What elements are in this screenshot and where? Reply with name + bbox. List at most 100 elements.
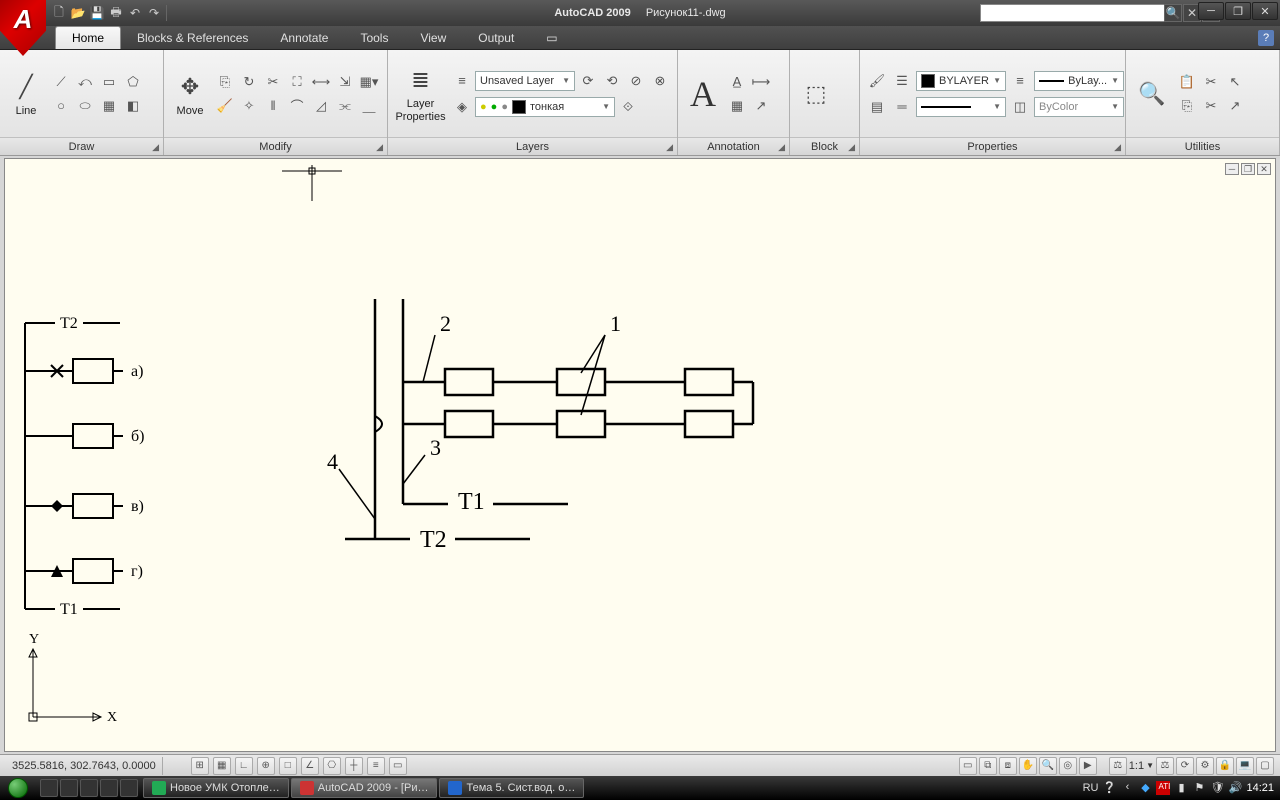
- linetype-combo[interactable]: ByLay...▼: [1034, 71, 1124, 91]
- search-go-icon[interactable]: 🔍: [1164, 4, 1182, 22]
- cut2-icon[interactable]: ✂: [1200, 95, 1222, 117]
- cut-icon[interactable]: ✂: [1200, 71, 1222, 93]
- tray-icon[interactable]: ◆: [1138, 781, 1152, 795]
- mirror-icon[interactable]: ⟷: [310, 71, 332, 93]
- qat-save-icon[interactable]: 💾: [88, 4, 106, 22]
- select-icon[interactable]: ↖: [1224, 71, 1246, 93]
- close-button[interactable]: ✕: [1252, 2, 1278, 20]
- showmotion-icon[interactable]: ▶: [1079, 757, 1097, 775]
- layer-iso-icon[interactable]: ◈: [451, 96, 473, 118]
- layer-state-combo[interactable]: Unsaved Layer▼: [475, 71, 575, 91]
- qat-undo-icon[interactable]: ↶: [126, 4, 144, 22]
- measure-button[interactable]: 🔍: [1132, 76, 1172, 112]
- circle-icon[interactable]: ○: [50, 95, 72, 117]
- chamfer-icon[interactable]: ◿: [310, 95, 332, 117]
- layer-f1-icon[interactable]: ⟳: [577, 70, 599, 92]
- ql-icon[interactable]: [100, 779, 118, 797]
- grid-toggle[interactable]: ▦: [213, 757, 231, 775]
- tab-blocks[interactable]: Blocks & References: [121, 27, 264, 49]
- qat-new-icon[interactable]: 🗋: [50, 4, 68, 22]
- lw-toggle-icon[interactable]: ═: [891, 96, 913, 118]
- qview-dwg-icon[interactable]: ⧈: [999, 757, 1017, 775]
- insert-block-button[interactable]: ⬚: [796, 76, 836, 112]
- taskbar-item[interactable]: Новое УМК Отопле…: [143, 778, 289, 798]
- trim-icon[interactable]: ✂: [262, 71, 284, 93]
- qat-print-icon[interactable]: 🖶: [107, 4, 125, 22]
- tab-home[interactable]: Home: [55, 26, 121, 49]
- lwt-toggle[interactable]: ≡: [367, 757, 385, 775]
- minimize-button[interactable]: ─: [1198, 2, 1224, 20]
- tray-icon[interactable]: ▮: [1174, 781, 1188, 795]
- annoscale-icon[interactable]: ⚖: [1109, 757, 1127, 775]
- scale-icon[interactable]: ⛶: [286, 71, 308, 93]
- table-icon[interactable]: ▦: [726, 95, 748, 117]
- break-icon[interactable]: ⸏: [358, 95, 380, 117]
- otrack-toggle[interactable]: ∠: [301, 757, 319, 775]
- hatch-icon[interactable]: ▦: [98, 95, 120, 117]
- ql-icon[interactable]: [40, 779, 58, 797]
- snap-toggle[interactable]: ⊞: [191, 757, 209, 775]
- model-toggle[interactable]: ▭: [959, 757, 977, 775]
- infocenter-search-input[interactable]: [980, 4, 1180, 22]
- rectangle-icon[interactable]: ▭: [98, 71, 120, 93]
- clean-screen-icon[interactable]: ▢: [1256, 757, 1274, 775]
- ducs-toggle[interactable]: ⎔: [323, 757, 341, 775]
- text-style-icon[interactable]: A̲: [726, 71, 748, 93]
- polyline-icon[interactable]: ⟋: [50, 71, 72, 93]
- qview-layouts-icon[interactable]: ⧉: [979, 757, 997, 775]
- lang-indicator[interactable]: RU: [1083, 782, 1099, 794]
- offset-icon[interactable]: ‖: [262, 95, 284, 117]
- fillet-icon[interactable]: ⌒: [286, 95, 308, 117]
- explode-icon[interactable]: ✧: [238, 95, 260, 117]
- toolbar-lock-icon[interactable]: 🔒: [1216, 757, 1234, 775]
- ql-icon[interactable]: [80, 779, 98, 797]
- help-button[interactable]: ?: [1258, 30, 1274, 46]
- taskbar-item-active[interactable]: AutoCAD 2009 - [Ри…: [291, 778, 438, 798]
- array-icon[interactable]: ▦▾: [358, 71, 380, 93]
- plotstyle-icon[interactable]: ◫: [1009, 96, 1031, 118]
- layer-f3-icon[interactable]: ⊘: [625, 70, 647, 92]
- leader-icon[interactable]: ↗: [750, 95, 772, 117]
- tab-tools[interactable]: Tools: [344, 27, 404, 49]
- layer-f4-icon[interactable]: ⊗: [649, 70, 671, 92]
- tab-extra-icon[interactable]: ▭: [530, 27, 573, 49]
- qselect-icon[interactable]: ↗: [1224, 95, 1246, 117]
- annoauto-icon[interactable]: ⟳: [1176, 757, 1194, 775]
- dimension-icon[interactable]: ⟼: [750, 71, 772, 93]
- paste-icon[interactable]: 📋: [1176, 71, 1198, 93]
- lw-icon[interactable]: ≡: [1009, 70, 1031, 92]
- wheel-icon[interactable]: ◎: [1059, 757, 1077, 775]
- layer-properties-button[interactable]: ≣ Layer Properties: [394, 62, 447, 124]
- current-layer-combo[interactable]: ●●● тонкая▼: [475, 97, 615, 117]
- ellipse-icon[interactable]: ⬭: [74, 95, 96, 117]
- tray-icon[interactable]: ❔: [1102, 781, 1116, 795]
- arc-icon[interactable]: ⤺: [74, 71, 96, 93]
- ql-icon[interactable]: [60, 779, 78, 797]
- layer-f2-icon[interactable]: ⟲: [601, 70, 623, 92]
- erase-icon[interactable]: 🧹: [214, 95, 236, 117]
- join-icon[interactable]: ⫘: [334, 95, 356, 117]
- region-icon[interactable]: ◧: [122, 95, 144, 117]
- tray-icon[interactable]: ATI: [1156, 781, 1170, 795]
- props-palette-icon[interactable]: ▤: [866, 96, 888, 118]
- qat-open-icon[interactable]: 📂: [69, 4, 87, 22]
- volume-icon[interactable]: 🔊: [1228, 781, 1242, 795]
- layer-state-icon[interactable]: ≡: [451, 70, 473, 92]
- annovis-icon[interactable]: ⚖: [1156, 757, 1174, 775]
- layer-match-icon[interactable]: ⟐: [617, 96, 639, 118]
- copy-clip-icon[interactable]: ⎘: [1176, 95, 1198, 117]
- ortho-toggle[interactable]: ∟: [235, 757, 253, 775]
- stretch-icon[interactable]: ⇲: [334, 71, 356, 93]
- tray-icon[interactable]: 🛡: [1210, 781, 1224, 795]
- tab-annotate[interactable]: Annotate: [264, 27, 344, 49]
- ws-switch-icon[interactable]: ⚙: [1196, 757, 1214, 775]
- tray-icon[interactable]: ‹: [1120, 781, 1134, 795]
- move-button[interactable]: ✥ Move: [170, 69, 210, 119]
- taskbar-item[interactable]: Тема 5. Сист.вод. о…: [439, 778, 584, 798]
- dyn-toggle[interactable]: ┼: [345, 757, 363, 775]
- line-button[interactable]: ╱ Line: [6, 69, 46, 119]
- polar-toggle[interactable]: ⊕: [257, 757, 275, 775]
- polygon-icon[interactable]: ⬠: [122, 71, 144, 93]
- tab-output[interactable]: Output: [462, 27, 530, 49]
- tab-view[interactable]: View: [404, 27, 462, 49]
